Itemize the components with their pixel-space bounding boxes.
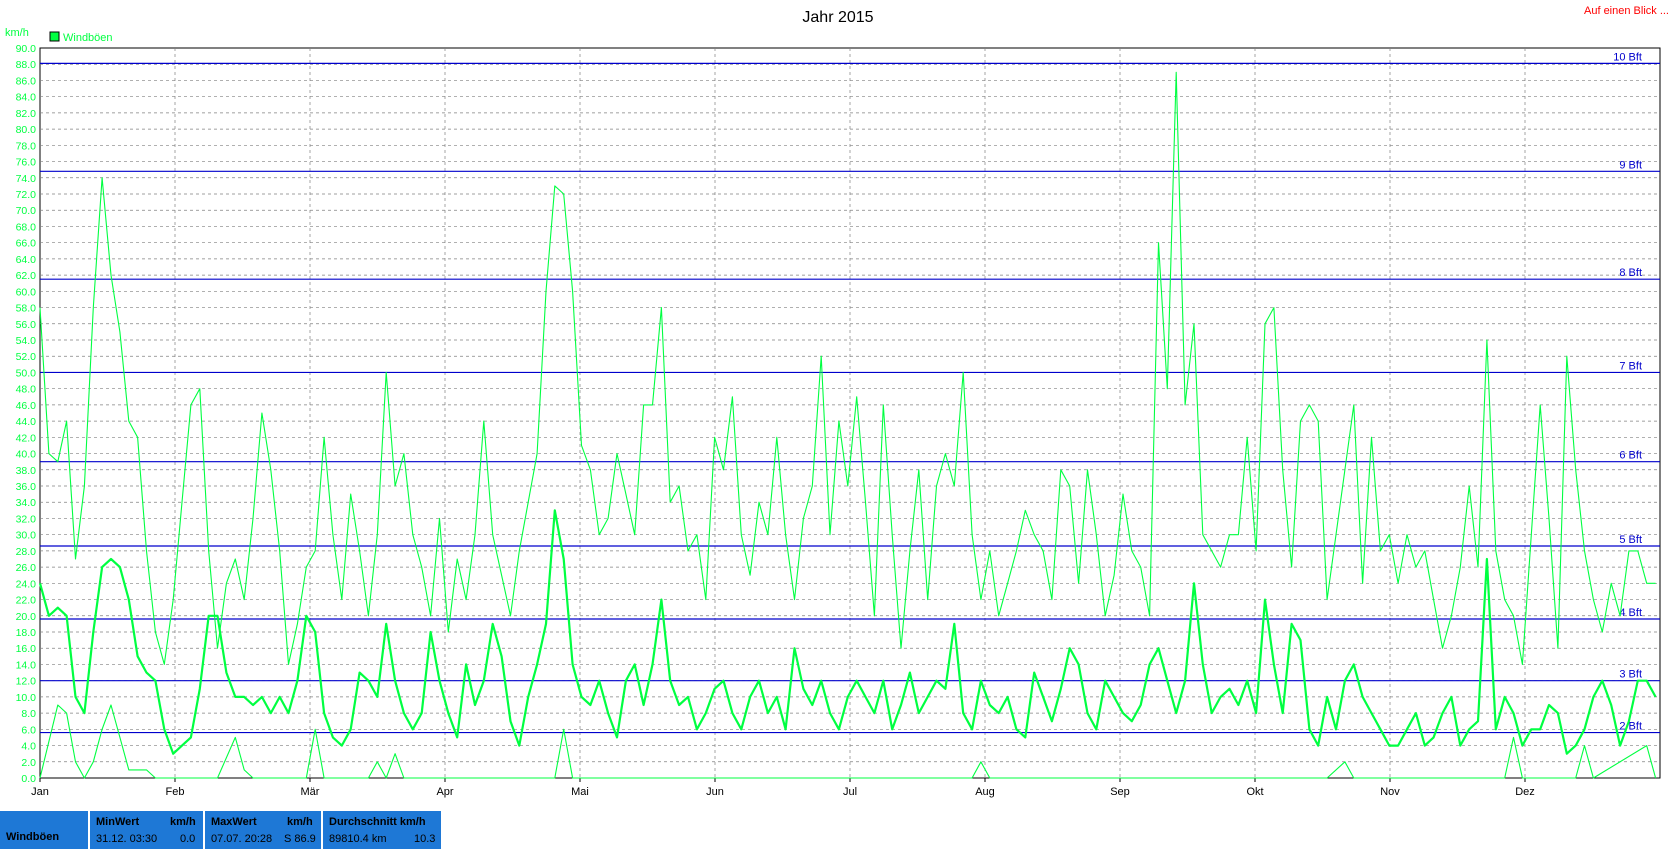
beaufort-label: 10 Bft [1613, 51, 1642, 63]
y-tick-label: 8.0 [21, 708, 36, 720]
x-tick-label: Nov [1380, 786, 1400, 798]
chart-canvas: Jahr 2015 0.0 2.0 4.0 6.0 8.0 10.0 12.0 14.0 16.0… [5, 9, 1661, 798]
series-line [39, 704, 1657, 779]
x-tick-label: Dez [1515, 786, 1535, 798]
y-tick-label: 48.0 [16, 384, 37, 396]
beaufort-label: 5 Bft [1619, 534, 1642, 546]
y-tick-label: 32.0 [16, 513, 37, 525]
y-tick-label: 40.0 [16, 449, 37, 461]
y-tick-label: 62.0 [16, 270, 37, 282]
y-tick-label: 90.0 [16, 43, 37, 55]
y-tick-label: 38.0 [16, 465, 37, 477]
x-tick-label: Apr [436, 786, 453, 798]
y-axis-label: km/h [5, 27, 29, 39]
y-tick-label: 74.0 [16, 173, 37, 185]
y-tick-label: 60.0 [16, 286, 37, 298]
y-tick-label: 16.0 [16, 643, 37, 655]
series-line [39, 71, 1656, 665]
x-tick-label: Jun [706, 786, 724, 798]
y-tick-label: 76.0 [16, 157, 37, 169]
y-tick-label: 54.0 [16, 335, 37, 347]
y-tick-label: 10.0 [16, 692, 37, 704]
legend-label: Windböen [63, 32, 113, 44]
stats-max-datetime: 07.07. 20:28 [211, 833, 273, 845]
y-tick-label: 34.0 [16, 497, 37, 509]
y-tick-label: 26.0 [16, 562, 37, 574]
stats-series-label: Windböen [6, 831, 60, 843]
x-tick-label: Okt [1246, 786, 1263, 798]
x-tick-label: Feb [166, 786, 185, 798]
y-tick-label: 72.0 [16, 189, 37, 201]
y-tick-label: 80.0 [16, 124, 37, 136]
y-tick-label: 30.0 [16, 530, 37, 542]
stats-max-value: S 86.9 [284, 833, 316, 845]
y-tick-label: 58.0 [16, 303, 37, 315]
y-tick-label: 44.0 [16, 416, 37, 428]
y-tick-label: 46.0 [16, 400, 37, 412]
stats-avg-value: 10.3 [414, 833, 436, 845]
legend-swatch [49, 31, 60, 42]
y-tick-label: 14.0 [16, 659, 37, 671]
y-tick-label: 66.0 [16, 238, 37, 250]
stats-max-unit: km/h [287, 816, 313, 828]
stats-max-header: MaxWert [211, 816, 257, 828]
stats-max-box: MaxWert km/h 07.07. 20:28 S 86.9 [205, 811, 321, 849]
x-tick-label: Aug [975, 786, 995, 798]
series-line [38, 509, 1657, 755]
y-tick-label: 28.0 [16, 546, 37, 558]
stats-avg-distance: 89810.4 km [329, 833, 387, 845]
stats-bar: Windböen MinWert km/h 31.12. 03:30 0.0 M… [0, 811, 1677, 849]
beaufort-label: 2 Bft [1619, 721, 1642, 733]
y-tick-label: 2.0 [21, 757, 36, 769]
beaufort-label: 3 Bft [1619, 669, 1642, 681]
y-tick-label: 6.0 [21, 724, 36, 736]
chart-title: Jahr 2015 [802, 9, 873, 26]
beaufort-label: 9 Bft [1619, 159, 1642, 171]
x-tick-label: Sep [1110, 786, 1130, 798]
y-tick-label: 50.0 [16, 367, 37, 379]
y-tick-label: 4.0 [21, 741, 36, 753]
y-tick-label: 82.0 [16, 108, 37, 120]
y-tick-label: 18.0 [16, 627, 37, 639]
y-tick-label: 84.0 [16, 92, 37, 104]
y-tick-label: 52.0 [16, 351, 37, 363]
y-tick-label: 86.0 [16, 75, 37, 87]
stats-min-header: MinWert [96, 816, 140, 828]
y-tick-label: 70.0 [16, 205, 37, 217]
x-tick-label: Jan [31, 786, 49, 798]
stats-min-unit: km/h [170, 816, 196, 828]
y-tick-label: 42.0 [16, 432, 37, 444]
beaufort-label: 8 Bft [1619, 267, 1642, 279]
stats-min-value: 0.0 [180, 833, 196, 845]
y-tick-label: 68.0 [16, 221, 37, 233]
y-tick-label: 24.0 [16, 578, 37, 590]
y-tick-label: 88.0 [16, 59, 37, 71]
stats-min-datetime: 31.12. 03:30 [96, 833, 158, 845]
x-tick-label: Jul [843, 786, 857, 798]
y-tick-label: 56.0 [16, 319, 37, 331]
x-tick-label: Mai [571, 786, 589, 798]
stats-avg-header: Durchschnitt km/h [329, 816, 426, 828]
stats-min-box: MinWert km/h 31.12. 03:30 0.0 [90, 811, 203, 849]
stats-series-box: Windböen [0, 811, 88, 849]
y-tick-label: 78.0 [16, 140, 37, 152]
y-tick-label: 12.0 [16, 676, 37, 688]
stats-avg-box: Durchschnitt km/h 89810.4 km 10.3 [323, 811, 441, 849]
beaufort-label: 4 Bft [1619, 607, 1642, 619]
y-tick-label: 36.0 [16, 481, 37, 493]
overview-link[interactable]: Auf einen Blick ... [1584, 5, 1669, 17]
beaufort-label: 7 Bft [1619, 360, 1642, 372]
beaufort-label: 6 Bft [1619, 450, 1642, 462]
y-tick-label: 64.0 [16, 254, 37, 266]
x-tick-label: Mär [301, 786, 320, 798]
y-tick-label: 22.0 [16, 595, 37, 607]
y-tick-label: 0.0 [21, 773, 36, 785]
y-tick-label: 20.0 [16, 611, 37, 623]
